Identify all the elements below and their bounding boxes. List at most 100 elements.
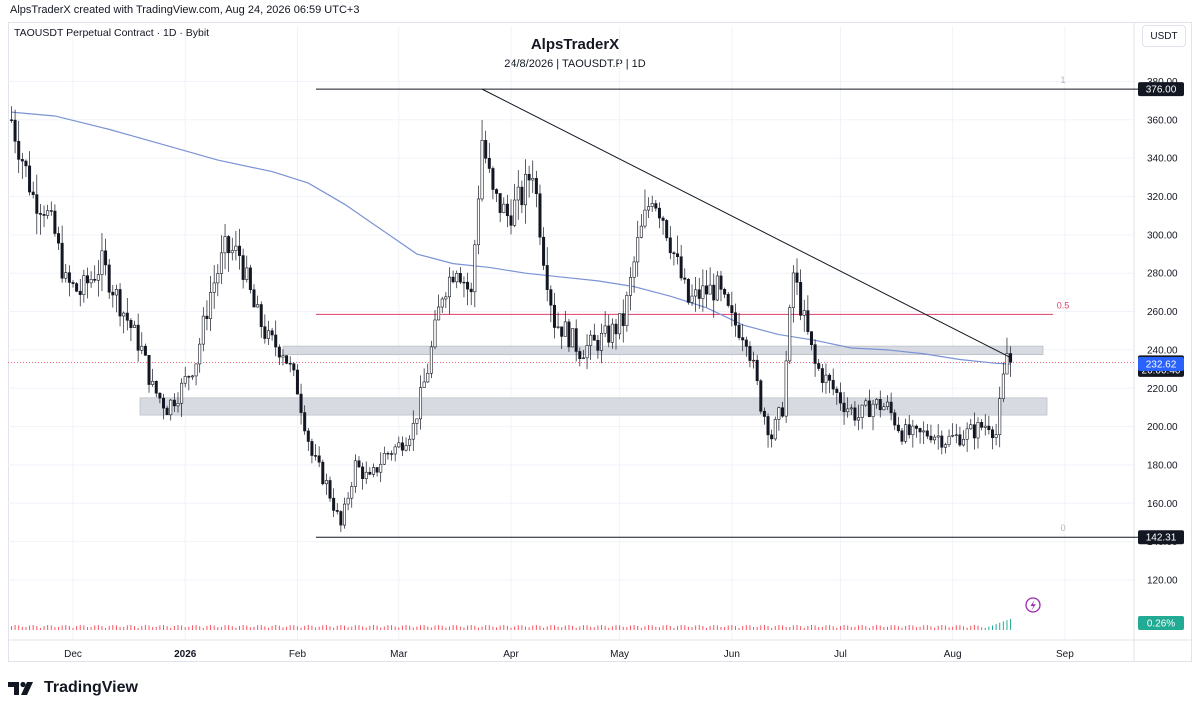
candle-down[interactable] (390, 453, 394, 455)
candle-up[interactable] (864, 400, 868, 406)
candle-up[interactable] (502, 203, 506, 213)
candle-down[interactable] (813, 344, 817, 364)
candle-down[interactable] (306, 430, 310, 442)
candle-up[interactable] (983, 425, 987, 428)
candle-up[interactable] (860, 404, 864, 418)
candle-up[interactable] (943, 444, 947, 448)
candle-up[interactable] (788, 307, 792, 362)
candle-down[interactable] (118, 289, 122, 317)
candle-down[interactable] (111, 291, 115, 296)
candle-down[interactable] (918, 428, 922, 433)
candle-down[interactable] (400, 442, 404, 451)
candle-down[interactable] (726, 293, 730, 306)
candle-down[interactable] (466, 281, 470, 290)
candle-down[interactable] (498, 193, 502, 213)
candle-down[interactable] (288, 363, 292, 365)
candle-up[interactable] (100, 250, 104, 275)
candle-up[interactable] (933, 436, 937, 441)
candle-down[interactable] (741, 337, 745, 341)
candle-down[interactable] (335, 510, 339, 512)
candle-up[interactable] (353, 460, 357, 487)
candle-up[interactable] (140, 345, 144, 351)
candle-up[interactable] (198, 343, 202, 365)
candle-down[interactable] (42, 214, 46, 216)
support-resistance-zone[interactable] (139, 397, 1048, 416)
candle-up[interactable] (871, 403, 875, 418)
candle-up[interactable] (46, 210, 50, 216)
candle-down[interactable] (505, 203, 509, 217)
candle-up[interactable] (245, 267, 249, 280)
candle-up[interactable] (516, 186, 520, 201)
candle-up[interactable] (266, 330, 270, 339)
candle-down[interactable] (592, 334, 596, 341)
candle-up[interactable] (603, 325, 607, 334)
candle-up[interactable] (690, 295, 694, 303)
candle-up[interactable] (610, 323, 614, 343)
candle-up[interactable] (947, 435, 951, 445)
candle-up[interactable] (618, 313, 622, 335)
candle-up[interactable] (230, 250, 234, 254)
candle-up[interactable] (791, 272, 795, 308)
candle-up[interactable] (523, 173, 527, 206)
candle-up[interactable] (951, 435, 955, 437)
candle-up[interactable] (965, 428, 969, 440)
candle-down[interactable] (162, 397, 166, 409)
candle-up[interactable] (342, 503, 346, 526)
candle-up[interactable] (444, 296, 448, 300)
candle-down[interactable] (17, 140, 21, 160)
candle-up[interactable] (364, 471, 368, 479)
tradingview-brand[interactable]: TradingView (8, 676, 138, 700)
candle-down[interactable] (375, 467, 379, 473)
candle-up[interactable] (433, 319, 437, 348)
candle-down[interactable] (458, 273, 462, 283)
candle-down[interactable] (386, 453, 390, 455)
candle-up[interactable] (777, 407, 781, 420)
candle-up[interactable] (408, 438, 412, 446)
candle-down[interactable] (987, 425, 991, 431)
candle-up[interactable] (752, 359, 756, 362)
candle-up[interactable] (212, 282, 216, 293)
candle-down[interactable] (534, 178, 538, 195)
candle-up[interactable] (632, 261, 636, 278)
candle-down[interactable] (567, 321, 571, 348)
candle-up[interactable] (411, 423, 415, 440)
candle-up[interactable] (773, 419, 777, 440)
candle-up[interactable] (998, 398, 1002, 435)
candle-down[interactable] (317, 455, 321, 463)
candle-up[interactable] (346, 497, 350, 505)
candle-down[interactable] (495, 189, 499, 194)
candle-down[interactable] (328, 480, 332, 499)
candle-down[interactable] (683, 277, 687, 280)
candle-up[interactable] (857, 417, 861, 421)
candle-up[interactable] (708, 284, 712, 295)
candle-down[interactable] (668, 237, 672, 254)
candle-up[interactable] (581, 357, 585, 359)
candle-up[interactable] (223, 236, 227, 254)
candle-up[interactable] (473, 244, 477, 293)
candle-up[interactable] (563, 321, 567, 337)
candle-up[interactable] (994, 434, 998, 439)
candle-down[interactable] (712, 284, 716, 301)
candle-up[interactable] (350, 486, 354, 499)
candle-down[interactable] (227, 236, 231, 254)
candle-down[interactable] (462, 281, 466, 284)
candle-up[interactable] (628, 277, 632, 296)
candle-up[interactable] (82, 275, 86, 295)
candle-up[interactable] (371, 467, 375, 475)
candle-down[interactable] (527, 173, 531, 181)
candle-down[interactable] (817, 363, 821, 369)
candle-down[interactable] (1009, 353, 1013, 363)
candle-down[interactable] (285, 355, 289, 364)
candle-down[interactable] (20, 159, 24, 162)
candle-down[interactable] (889, 401, 893, 414)
candle-up[interactable] (556, 326, 560, 328)
candle-down[interactable] (35, 194, 39, 214)
candle-up[interactable] (715, 275, 719, 301)
candle-down[interactable] (332, 497, 336, 511)
candle-down[interactable] (907, 424, 911, 436)
candle-up[interactable] (437, 306, 441, 321)
candle-up[interactable] (281, 355, 285, 358)
candle-up[interactable] (701, 285, 705, 299)
candle-down[interactable] (867, 400, 871, 418)
candle-down[interactable] (520, 186, 524, 206)
